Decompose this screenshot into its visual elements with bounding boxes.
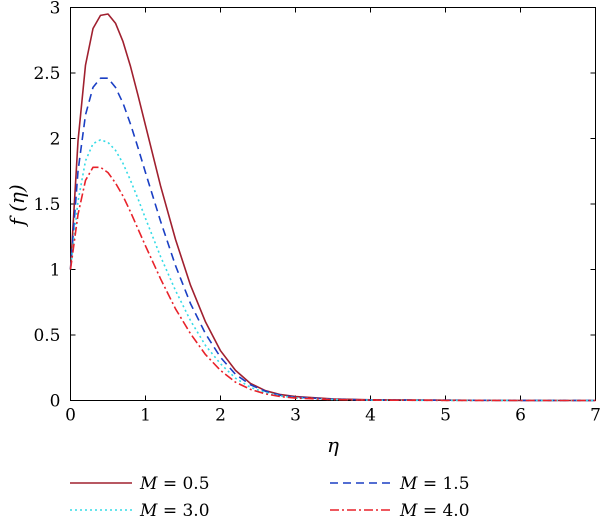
legend-label: M = 1.5 (399, 474, 470, 494)
x-tick-label: 1 (140, 406, 151, 426)
y-tick-label: 3 (50, 0, 61, 19)
series-line-2 (69, 77, 596, 402)
y-axis-title: f (η) (5, 184, 29, 227)
legend-label: M = 0.5 (139, 474, 210, 494)
plot-area-frame (70, 7, 596, 401)
y-tick-label: 1 (50, 261, 61, 281)
y-tick-label: 2.5 (33, 64, 60, 84)
y-tick-label: 2 (50, 130, 61, 150)
legend-item: M = 0.5 (70, 474, 210, 494)
legend-label: M = 4.0 (399, 501, 470, 521)
legend: M = 0.5 M = 1.5 M = 3.0 M = 4.0 (70, 474, 470, 521)
x-tick-label: 4 (365, 406, 376, 426)
series-line-1 (69, 13, 596, 402)
legend-label: M = 3.0 (139, 501, 210, 521)
y-tick-label: 0.5 (33, 326, 60, 346)
x-axis-title: η (327, 433, 339, 457)
y-tick-label: 0 (50, 392, 61, 412)
axis-ticks (70, 7, 596, 401)
x-tick-label: 2 (215, 406, 226, 426)
series-line-4 (69, 166, 596, 402)
x-tick-label: 3 (290, 406, 301, 426)
legend-item: M = 1.5 (330, 474, 470, 494)
x-tick-label: 0 (65, 406, 76, 426)
legend-item: M = 4.0 (330, 501, 470, 521)
x-tick-label: 6 (515, 406, 526, 426)
x-tick-label: 5 (440, 406, 451, 426)
x-tick-label: 7 (590, 406, 600, 426)
legend-item: M = 3.0 (70, 501, 210, 521)
tick-labels: 0 1 2 3 4 5 6 7 0 0.5 1 1.5 2 2.5 3 (33, 0, 600, 426)
y-tick-label: 1.5 (33, 195, 60, 215)
series-line-3 (69, 139, 596, 402)
series-lines (69, 13, 596, 402)
